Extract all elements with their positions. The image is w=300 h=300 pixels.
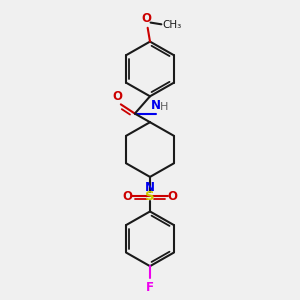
Text: O: O — [141, 12, 151, 25]
Text: O: O — [112, 90, 122, 103]
Text: F: F — [146, 280, 154, 294]
Text: O: O — [167, 190, 177, 203]
Text: O: O — [123, 190, 133, 203]
Text: CH₃: CH₃ — [163, 20, 182, 30]
Text: H: H — [160, 102, 168, 112]
Text: S: S — [145, 190, 155, 203]
Text: N: N — [145, 181, 155, 194]
Text: N: N — [151, 99, 161, 112]
